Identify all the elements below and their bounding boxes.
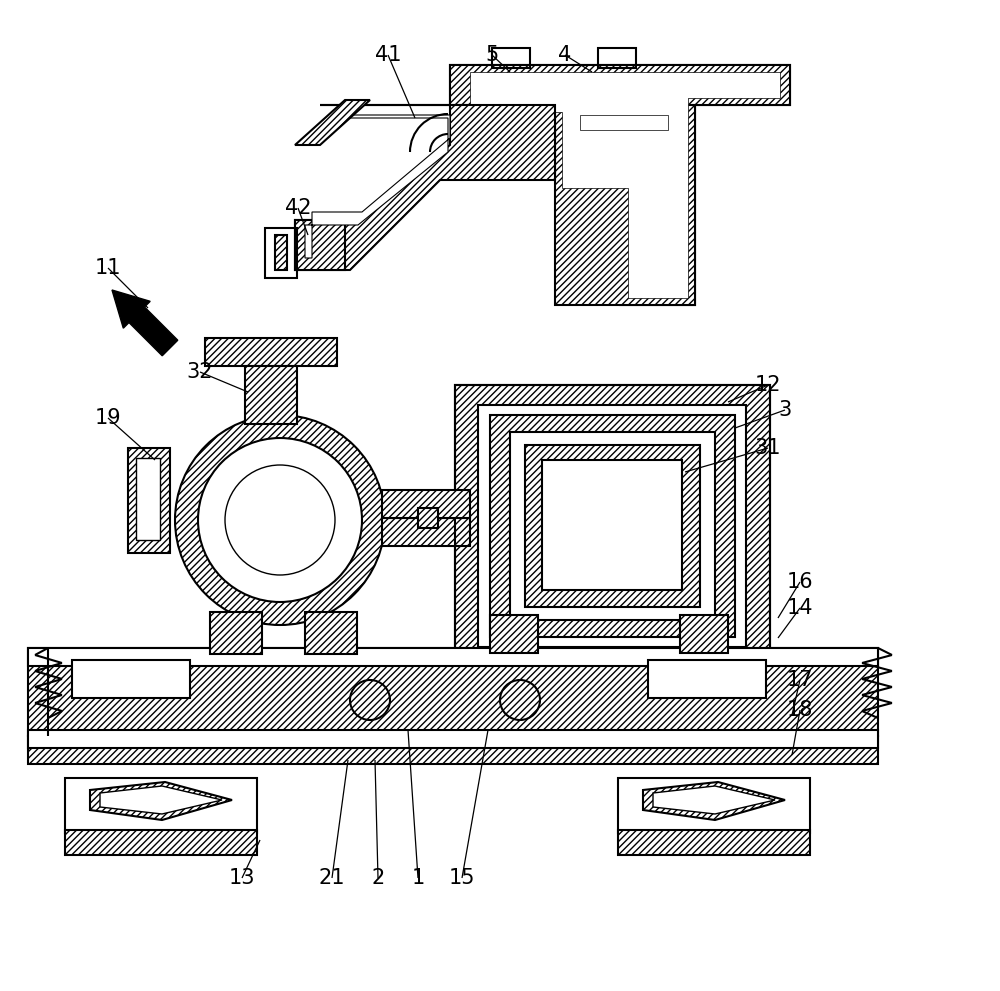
Bar [28, 648, 878, 736]
Text: 17: 17 [787, 670, 813, 690]
Text: 13: 13 [229, 868, 255, 888]
Bar [450, 65, 790, 105]
Bar [275, 235, 287, 270]
Bar [455, 385, 770, 665]
Polygon shape [100, 786, 222, 814]
Text: 5: 5 [485, 45, 499, 65]
Text: 4: 4 [558, 45, 572, 65]
Polygon shape [295, 220, 345, 270]
Bar [72, 660, 190, 698]
Text: 2: 2 [371, 868, 385, 888]
Text: 42: 42 [285, 198, 311, 218]
Polygon shape [653, 786, 775, 814]
Polygon shape [295, 105, 555, 270]
Bar [525, 445, 700, 607]
Bar [618, 778, 810, 833]
FancyArrow shape [112, 290, 178, 356]
Bar [205, 338, 337, 366]
Text: 21: 21 [319, 868, 345, 888]
Bar [28, 648, 878, 666]
Polygon shape [90, 782, 232, 820]
Polygon shape [305, 115, 450, 258]
Bar [382, 518, 470, 546]
Text: 12: 12 [755, 375, 781, 395]
Bar [265, 228, 297, 278]
Text: 15: 15 [449, 868, 475, 888]
Bar [65, 830, 257, 855]
Bar [618, 830, 810, 855]
Bar [555, 105, 695, 305]
Bar [136, 458, 160, 540]
Ellipse shape [198, 438, 362, 602]
Bar [492, 48, 530, 68]
Bar [65, 778, 257, 833]
Bar [478, 405, 746, 647]
Polygon shape [450, 65, 790, 305]
Bar [382, 490, 470, 518]
Text: 11: 11 [95, 258, 121, 278]
Text: 18: 18 [787, 700, 813, 720]
Bar [305, 612, 357, 654]
Bar [680, 615, 728, 653]
Bar [490, 415, 735, 637]
Bar [648, 660, 766, 698]
Polygon shape [643, 782, 785, 820]
Text: 16: 16 [787, 572, 813, 592]
Text: 3: 3 [778, 400, 792, 420]
Polygon shape [295, 100, 370, 145]
Bar [28, 730, 878, 748]
Bar [598, 48, 636, 68]
Bar [490, 615, 538, 653]
Bar [580, 115, 668, 130]
Bar [210, 612, 262, 654]
Bar [418, 508, 438, 528]
Bar [510, 432, 715, 620]
Polygon shape [470, 72, 780, 298]
Bar [245, 366, 297, 424]
Text: 41: 41 [375, 45, 401, 65]
Bar [128, 448, 170, 553]
Text: 31: 31 [755, 438, 781, 458]
Ellipse shape [175, 415, 385, 625]
Bar [28, 736, 878, 764]
Bar [542, 460, 682, 590]
Text: 19: 19 [95, 408, 121, 428]
Text: 14: 14 [787, 598, 813, 618]
Bar [455, 385, 770, 665]
Text: 32: 32 [187, 362, 213, 382]
Text: 1: 1 [411, 868, 425, 888]
